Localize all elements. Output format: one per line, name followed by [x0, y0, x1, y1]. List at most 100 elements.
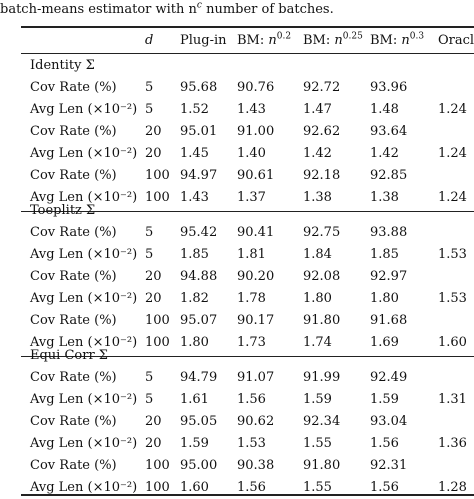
cell-bm-0-25: 92.18 [303, 168, 341, 183]
cell-bm-0-2: 1.73 [237, 335, 266, 350]
group-divider [21, 211, 474, 212]
cell-bm-0-25: 1.59 [303, 392, 332, 407]
cell-plugin: 94.97 [180, 168, 218, 183]
cell-bm-0-25: 1.84 [303, 247, 332, 262]
cell-plugin: 95.00 [180, 458, 218, 473]
cell-d: 20 [145, 291, 162, 306]
row-label: Avg Len (×10⁻²) [30, 247, 138, 262]
cell-oracle: 1.53 [438, 291, 467, 306]
cell-plugin: 1.59 [180, 436, 209, 451]
cell-d: 100 [145, 480, 170, 495]
header-rule [21, 53, 474, 54]
row-label: Avg Len (×10⁻²) [30, 335, 138, 350]
row-label: Cov Rate (%) [30, 458, 117, 473]
cell-bm-0-3: 93.88 [370, 225, 408, 240]
table-caption: batch-means estimator with nc number of … [0, 0, 334, 17]
row-label: Avg Len (×10⁻²) [30, 480, 138, 495]
cell-d: 100 [145, 335, 170, 350]
group-title-row: Equi Corr Σ [0, 345, 474, 367]
cell-bm-0-25: 1.42 [303, 146, 332, 161]
cell-bm-0-25: 91.80 [303, 458, 341, 473]
cell-plugin: 1.61 [180, 392, 209, 407]
cell-bm-0-3: 92.49 [370, 370, 408, 385]
cell-bm-0-3: 1.38 [370, 190, 399, 205]
row-label: Cov Rate (%) [30, 414, 117, 429]
table-row: Cov Rate (%) 100 95.00 90.38 91.80 92.31 [0, 455, 474, 477]
caption-superscript: c [196, 0, 202, 11]
top-rule [21, 26, 474, 28]
table-row: Cov Rate (%) 100 94.97 90.61 92.18 92.85 [0, 165, 474, 187]
cell-d: 100 [145, 168, 170, 183]
cell-d: 5 [145, 247, 154, 262]
cell-bm-0-2: 1.43 [237, 102, 266, 117]
cell-bm-0-3: 1.42 [370, 146, 399, 161]
cell-plugin: 1.43 [180, 190, 209, 205]
cell-d: 100 [145, 313, 170, 328]
header-oracle: Oracle [438, 33, 474, 48]
cell-bm-0-2: 90.61 [237, 168, 275, 183]
cell-bm-0-2: 90.17 [237, 313, 275, 328]
table-row: Avg Len (×10⁻²) 100 1.80 1.73 1.74 1.69 1.60 [0, 332, 474, 354]
row-label: Avg Len (×10⁻²) [30, 190, 138, 205]
row-label: Cov Rate (%) [30, 80, 117, 95]
cell-plugin: 94.88 [180, 269, 218, 284]
row-label: Avg Len (×10⁻²) [30, 392, 138, 407]
cell-bm-0-25: 1.47 [303, 102, 332, 117]
cell-bm-0-3: 1.48 [370, 102, 399, 117]
header-bm-0-25: BM: n0.25 [303, 31, 363, 48]
cell-bm-0-3: 92.85 [370, 168, 408, 183]
cell-bm-0-3: 92.97 [370, 269, 408, 284]
cell-bm-0-2: 90.38 [237, 458, 275, 473]
table-row: Cov Rate (%) 100 95.07 90.17 91.80 91.68 [0, 310, 474, 332]
cell-bm-0-25: 92.08 [303, 269, 341, 284]
cell-bm-0-25: 1.38 [303, 190, 332, 205]
table-row: Cov Rate (%) 20 95.05 90.62 92.34 93.04 [0, 411, 474, 433]
cell-bm-0-25: 1.55 [303, 436, 332, 451]
table-row: Cov Rate (%) 20 94.88 90.20 92.08 92.97 [0, 266, 474, 288]
cell-bm-0-3: 1.85 [370, 247, 399, 262]
cell-bm-0-3: 1.56 [370, 436, 399, 451]
cell-bm-0-25: 1.74 [303, 335, 332, 350]
cell-plugin: 95.42 [180, 225, 218, 240]
cell-bm-0-3: 93.04 [370, 414, 408, 429]
header-d: d [145, 33, 154, 48]
cell-bm-0-2: 90.41 [237, 225, 275, 240]
cell-d: 20 [145, 414, 162, 429]
cell-bm-0-2: 1.40 [237, 146, 266, 161]
caption-text: batch-means estimator with n [0, 2, 197, 17]
cell-bm-0-25: 92.34 [303, 414, 341, 429]
caption-tail: number of batches. [201, 2, 334, 17]
table-row: Cov Rate (%) 5 94.79 91.07 91.99 92.49 [0, 367, 474, 389]
row-label: Avg Len (×10⁻²) [30, 146, 138, 161]
group-title: Toeplitz Σ [30, 203, 96, 218]
cell-d: 5 [145, 370, 154, 385]
cell-plugin: 1.60 [180, 480, 209, 495]
cell-bm-0-2: 1.56 [237, 480, 266, 495]
cell-oracle: 1.60 [438, 335, 467, 350]
table-row: Avg Len (×10⁻²) 20 1.82 1.78 1.80 1.80 1.53 [0, 288, 474, 310]
cell-bm-0-25: 91.80 [303, 313, 341, 328]
cell-plugin: 95.05 [180, 414, 218, 429]
group-divider [21, 356, 474, 357]
cell-d: 20 [145, 124, 162, 139]
cell-plugin: 95.68 [180, 80, 218, 95]
cell-plugin: 1.85 [180, 247, 209, 262]
cell-bm-0-3: 93.64 [370, 124, 408, 139]
row-label: Cov Rate (%) [30, 124, 117, 139]
cell-bm-0-2: 90.76 [237, 80, 275, 95]
row-label: Cov Rate (%) [30, 168, 117, 183]
table-row: Cov Rate (%) 5 95.68 90.76 92.72 93.96 [0, 77, 474, 99]
cell-bm-0-2: 91.00 [237, 124, 275, 139]
cell-oracle: 1.53 [438, 247, 467, 262]
cell-d: 20 [145, 146, 162, 161]
cell-bm-0-2: 1.53 [237, 436, 266, 451]
row-label: Avg Len (×10⁻²) [30, 102, 138, 117]
cell-d: 100 [145, 458, 170, 473]
cell-oracle: 1.28 [438, 480, 467, 495]
header-plugin: Plug-in [180, 33, 227, 48]
row-label: Avg Len (×10⁻²) [30, 291, 138, 306]
cell-bm-0-2: 91.07 [237, 370, 275, 385]
cell-bm-0-2: 1.37 [237, 190, 266, 205]
table-row: Avg Len (×10⁻²) 100 1.43 1.37 1.38 1.38 1.24 [0, 187, 474, 209]
cell-plugin: 95.01 [180, 124, 218, 139]
